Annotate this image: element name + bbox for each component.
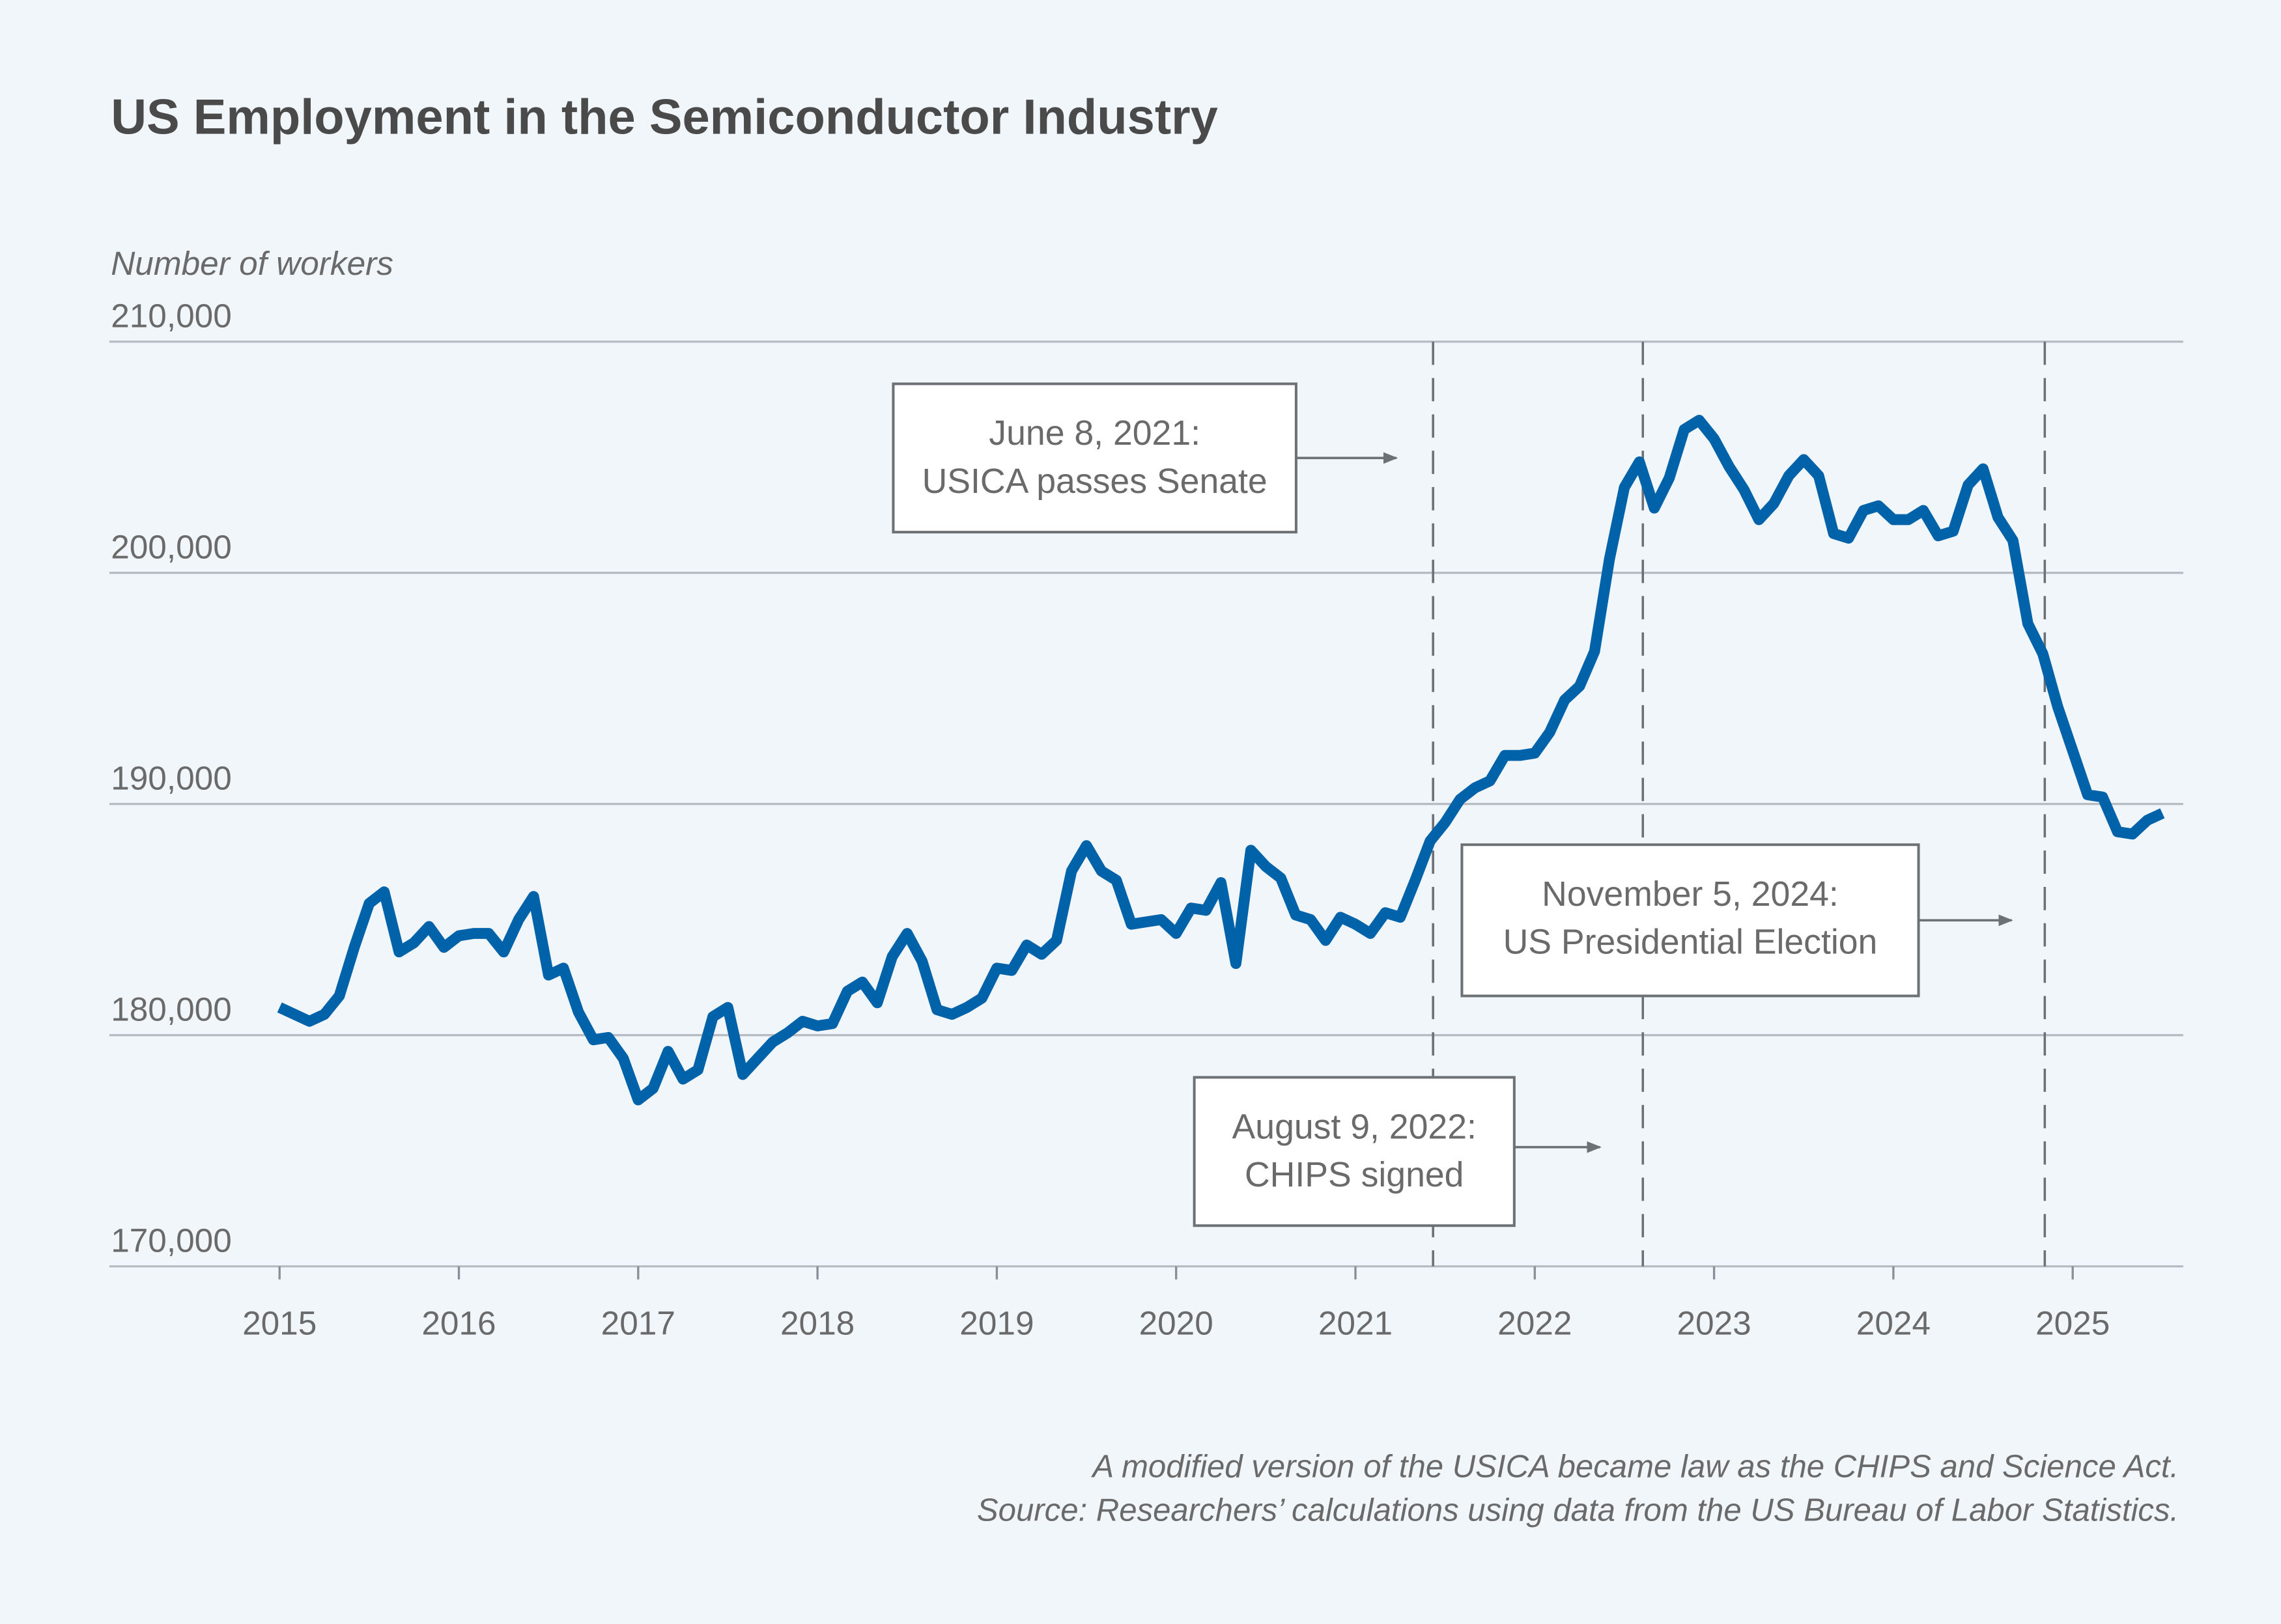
y-tick-labels: 170,000 180,000 190,000 200,000 210,000 xyxy=(111,297,232,1259)
annotation-frame xyxy=(1193,1076,1516,1227)
x-tick-label: 2023 xyxy=(1677,1305,1751,1342)
annotation-frame xyxy=(892,382,1297,534)
y-tick-label: 210,000 xyxy=(111,297,232,334)
series-layer xyxy=(277,415,2165,1106)
x-tick-label: 2016 xyxy=(421,1305,496,1342)
annotation-text: August 9, 2022: xyxy=(1232,1107,1477,1146)
x-tick-label: 2020 xyxy=(1139,1305,1213,1342)
gridlines xyxy=(109,341,2183,1268)
annotation-box: August 9, 2022: CHIPS signed xyxy=(1193,1076,1602,1227)
y-tick-label: 180,000 xyxy=(111,990,232,1028)
annotation-text: USICA passes Senate xyxy=(922,462,1268,501)
annotation-box: June 8, 2021: USICA passes Senate xyxy=(892,382,1398,534)
annotation-text: CHIPS signed xyxy=(1245,1155,1464,1194)
x-tick-label: 2019 xyxy=(959,1305,1034,1342)
y-axis-label: Number of workers xyxy=(111,245,393,282)
x-tick-labels: 2015 2016 2017 2018 2019 2020 2021 2022 2023 2024… xyxy=(242,1266,2110,1342)
y-tick-label: 200,000 xyxy=(111,528,232,565)
x-tick-label: 2017 xyxy=(601,1305,675,1342)
annotation-text: June 8, 2021: xyxy=(989,413,1200,453)
chart-title: US Employment in the Semiconductor Indus… xyxy=(111,89,1218,145)
annotation-text: US Presidential Election xyxy=(1503,923,1878,962)
x-tick-label: 2021 xyxy=(1318,1305,1393,1342)
source-note: Source: Researchers’ calculations using … xyxy=(977,1492,2179,1528)
annotation-box: November 5, 2024: US Presidential Electio… xyxy=(1460,843,2013,998)
y-tick-label: 190,000 xyxy=(111,759,232,796)
x-tick-label: 2025 xyxy=(2035,1305,2110,1342)
x-tick-label: 2015 xyxy=(242,1305,317,1342)
x-tick-label: 2024 xyxy=(1856,1305,1931,1342)
annotations: June 8, 2021: USICA passes Senate August 9… xyxy=(892,382,2013,1227)
x-tick-label: 2022 xyxy=(1497,1305,1572,1342)
footnote: A modified version of the USICA became l… xyxy=(1090,1449,2179,1484)
annotation-frame xyxy=(1460,843,1920,998)
y-tick-label: 170,000 xyxy=(111,1222,232,1259)
x-tick-label: 2018 xyxy=(780,1305,855,1342)
annotation-text: November 5, 2024: xyxy=(1542,875,1839,914)
